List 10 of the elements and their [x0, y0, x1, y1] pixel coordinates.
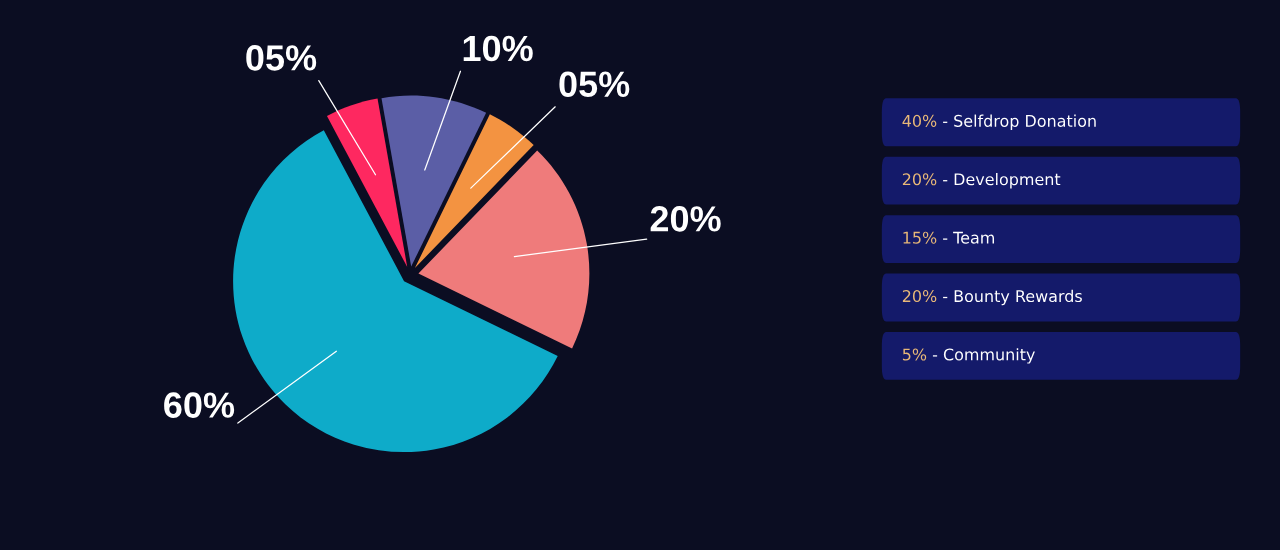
text: 15% - Team [903, 231, 994, 244]
text: 20% - Bounty Rewards [902, 289, 1082, 306]
data-label: 05% [246, 45, 317, 71]
text: 40% - Selfdrop Donation [902, 114, 1096, 131]
data-label: 05% [559, 71, 630, 97]
data-label: 10% [463, 35, 533, 62]
text: 5% - Community [902, 348, 1035, 364]
data-label: 60% [164, 392, 235, 418]
text: 20% - Development [902, 172, 1061, 189]
data-label: 20% [650, 206, 721, 232]
